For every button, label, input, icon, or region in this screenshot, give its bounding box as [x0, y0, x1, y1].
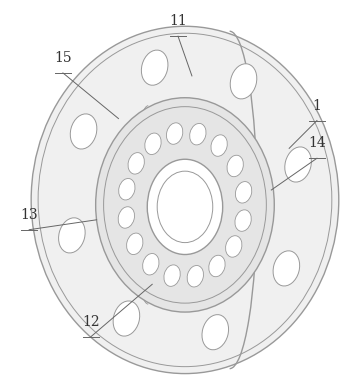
- Ellipse shape: [235, 210, 251, 231]
- Ellipse shape: [127, 233, 143, 255]
- Ellipse shape: [235, 182, 252, 203]
- Ellipse shape: [227, 155, 243, 177]
- Ellipse shape: [119, 178, 135, 200]
- Ellipse shape: [143, 254, 159, 275]
- Ellipse shape: [128, 152, 144, 174]
- Text: 13: 13: [20, 208, 38, 222]
- Ellipse shape: [157, 171, 213, 242]
- Ellipse shape: [273, 251, 300, 286]
- Ellipse shape: [187, 265, 203, 287]
- Ellipse shape: [230, 64, 257, 99]
- Ellipse shape: [113, 301, 140, 336]
- Ellipse shape: [96, 98, 274, 312]
- Text: 11: 11: [169, 14, 187, 28]
- Text: 14: 14: [308, 136, 326, 150]
- Ellipse shape: [118, 207, 135, 228]
- Ellipse shape: [202, 315, 228, 350]
- Ellipse shape: [285, 147, 311, 182]
- Ellipse shape: [211, 135, 227, 156]
- Text: 12: 12: [82, 315, 100, 329]
- Ellipse shape: [59, 218, 85, 253]
- Ellipse shape: [31, 26, 339, 373]
- Ellipse shape: [145, 133, 161, 155]
- Text: 1: 1: [312, 98, 321, 113]
- Text: 15: 15: [54, 51, 72, 65]
- Ellipse shape: [167, 123, 183, 144]
- Ellipse shape: [209, 255, 225, 277]
- Ellipse shape: [70, 114, 97, 149]
- Ellipse shape: [142, 50, 168, 85]
- Ellipse shape: [190, 123, 206, 145]
- Ellipse shape: [147, 159, 223, 255]
- Ellipse shape: [226, 236, 242, 257]
- Ellipse shape: [164, 265, 180, 286]
